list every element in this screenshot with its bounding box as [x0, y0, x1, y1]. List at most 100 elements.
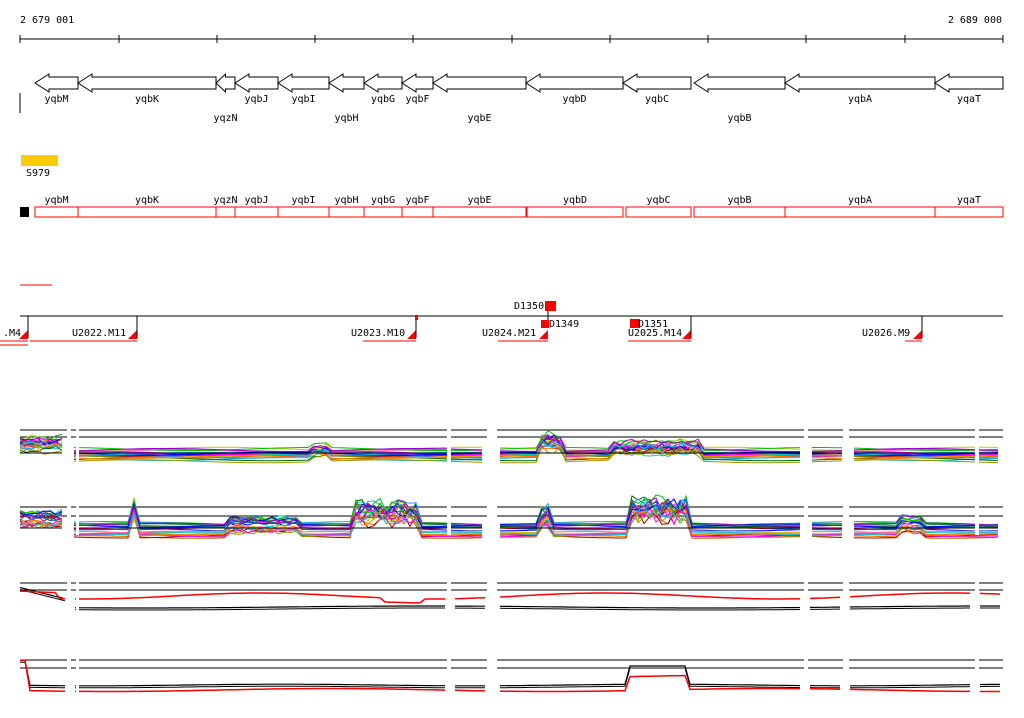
gene-arrow-track[interactable] [34, 72, 1004, 94]
gene-arrow-yqbH[interactable] [328, 73, 365, 93]
gene-label-yqbB: yqbB [727, 113, 751, 124]
segment-end-triangle[interactable] [913, 330, 922, 339]
gene-arrow-yqbB[interactable] [693, 73, 786, 93]
track-gap [76, 490, 79, 535]
d1350-label: D1350 [514, 301, 544, 312]
expression-tracks [19, 425, 1003, 702]
gene-arrow-yqbJ[interactable] [234, 73, 279, 93]
summary-black-trace [20, 661, 1001, 689]
segment-label-u2023: U2023.M10 [351, 328, 405, 339]
ruler-end-label: 2 689 000 [948, 15, 1002, 26]
promoter-box[interactable] [21, 155, 58, 166]
track-gap [975, 490, 979, 535]
gene-box-yqbA[interactable] [784, 206, 936, 218]
gene-box-yqbJ[interactable] [234, 206, 279, 218]
gene-box-yqbE[interactable] [432, 206, 527, 218]
gene-box-yqbK[interactable] [77, 206, 217, 218]
gene-box-yqbF[interactable] [401, 206, 434, 218]
track-gap [487, 490, 497, 535]
gene-box-label-yqbH: yqbH [334, 195, 358, 206]
track-gap [487, 425, 497, 470]
gene-box-yqbB[interactable] [693, 206, 786, 218]
gene-box-track[interactable] [34, 206, 1004, 218]
expression-series [20, 506, 999, 535]
summary-black-trace [19, 586, 1000, 609]
gene-label-yqbE: yqbE [467, 113, 491, 124]
segment-end-triangle[interactable] [19, 330, 28, 339]
gene-arrow-yqzN[interactable] [215, 72, 236, 94]
gene-box-label-yqbG: yqbG [371, 195, 395, 206]
gene-arrow-yqbA[interactable] [784, 73, 936, 93]
summary-black-trace [19, 589, 1000, 611]
gene-arrow-yqbK[interactable] [77, 73, 217, 93]
gene-box-yqbM[interactable] [34, 206, 79, 218]
gene-box-label-yqbE: yqbE [467, 195, 491, 206]
expression-series [19, 436, 999, 459]
track-gap [975, 425, 979, 470]
track-gap [804, 580, 808, 630]
segment-end-triangle[interactable] [407, 330, 416, 339]
track-gap [67, 490, 71, 535]
gene-box-label-yqbI: yqbI [291, 195, 315, 206]
gene-box-label-yqbK: yqbK [135, 195, 159, 206]
gene-box-yqbD[interactable] [526, 206, 624, 218]
track-gap [447, 652, 451, 702]
segment-label-u2024: U2024.M21 [482, 328, 536, 339]
expression-series [19, 498, 999, 528]
strand-marker [20, 207, 29, 217]
segment-tick-red [415, 315, 418, 320]
d1351-marker[interactable] [630, 319, 640, 328]
promoter-feature[interactable]: S979 [21, 155, 58, 179]
segment-track[interactable]: .M4 U2022.M11 U2023.M10 U2024.M21 U2025.… [0, 284, 1003, 346]
expression-series [19, 443, 998, 460]
gene-box-yqbI[interactable] [277, 206, 330, 218]
gene-box-yqaT[interactable] [934, 206, 1004, 218]
track-gap [843, 580, 849, 630]
track-gap [447, 580, 451, 630]
expression-series [19, 494, 999, 526]
gene-arrow-yqbF[interactable] [401, 73, 434, 93]
gene-box-yqbC[interactable] [625, 206, 692, 218]
gene-arrow-yqbI[interactable] [277, 73, 330, 93]
track-gap [447, 425, 451, 470]
segment-end-triangle[interactable] [682, 330, 691, 339]
expression-series [19, 507, 999, 538]
gene-label-yqaT: yqaT [957, 94, 981, 105]
segment-end-triangle[interactable] [128, 330, 137, 339]
gene-arrow-yqbC[interactable] [622, 73, 692, 93]
d1351-label: D1351 [638, 319, 668, 330]
expression-series [19, 498, 999, 527]
gene-label-yqbH: yqbH [334, 113, 358, 124]
gene-box-yqzN[interactable] [215, 206, 236, 218]
expression-series [19, 434, 999, 456]
gene-arrow-yqbM[interactable] [34, 73, 79, 93]
track-gap [843, 490, 849, 535]
gene-label-yqbK: yqbK [135, 94, 159, 105]
gene-arrow-labels: yqbM yqbK yqzN yqbJ yqbI yqbH yqbG yqbF … [44, 94, 981, 124]
gene-label-yqbI: yqbI [291, 94, 315, 105]
track-gap [76, 652, 79, 702]
expression-series [19, 429, 999, 451]
gene-box-yqbG[interactable] [363, 206, 403, 218]
gene-arrow-yqbE[interactable] [432, 73, 527, 93]
track-gap [975, 580, 979, 630]
expression-series [19, 434, 999, 453]
d1350-marker[interactable] [545, 301, 556, 311]
gene-label-yqzN: yqzN [213, 113, 237, 124]
expression-series [19, 497, 998, 526]
gene-box-yqbH[interactable] [328, 206, 365, 218]
gene-box-label-yqbA: yqbA [848, 195, 872, 206]
gene-arrow-yqaT[interactable] [934, 73, 1004, 93]
promoter-label: S979 [26, 168, 50, 179]
d1349-marker[interactable] [541, 320, 549, 328]
gene-arrow-yqbD[interactable] [525, 73, 624, 93]
track-gap [67, 425, 71, 470]
track-gap [975, 652, 979, 702]
gene-box-label-yqbC: yqbC [646, 195, 670, 206]
d1349-label: D1349 [549, 319, 579, 330]
summary-track-1 [19, 580, 1003, 630]
track-gap [487, 580, 497, 630]
gene-arrow-yqbG[interactable] [363, 73, 403, 93]
expression-series [19, 504, 999, 536]
segment-end-triangle[interactable] [539, 330, 548, 339]
